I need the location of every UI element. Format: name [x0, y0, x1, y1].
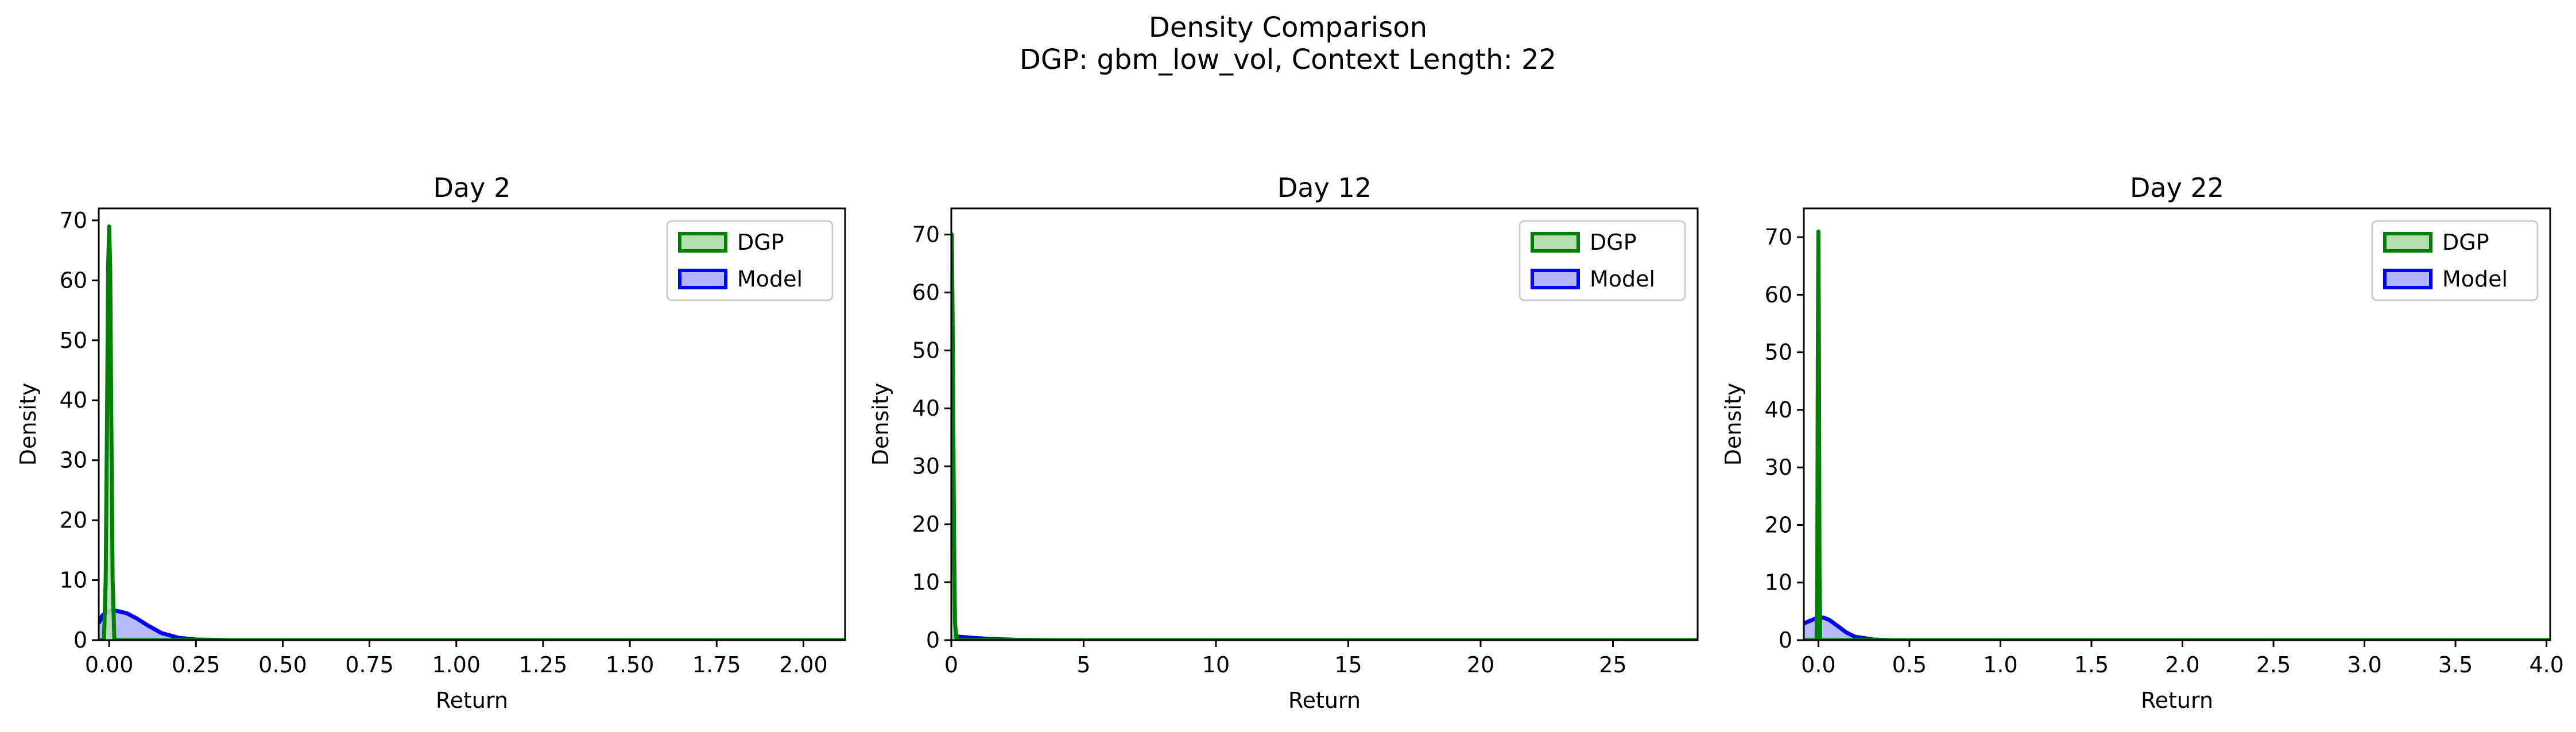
y-tick-label-3: 10 [1765, 570, 1792, 595]
x-tick-label-1: 1.00 [432, 652, 481, 677]
y-tick-label-2: 20 [912, 512, 940, 537]
axes-frame-1 [98, 207, 846, 641]
y-tick-label-2: 0 [926, 628, 940, 653]
model-density-line-3 [1804, 615, 2550, 640]
subplot-title-3: Day 22 [2130, 172, 2224, 203]
y-tick-label-2: 30 [912, 454, 940, 479]
x-tick-label-1: 0.25 [172, 652, 220, 677]
y-tick-label-1: 20 [60, 508, 87, 533]
y-axis-label-2: Density [868, 383, 893, 466]
dgp-legend-label-1: DGP [737, 230, 784, 255]
dgp-legend-label-2: DGP [1590, 230, 1637, 255]
model-legend-label-2: Model [1590, 266, 1655, 292]
y-tick-label-3: 50 [1765, 340, 1792, 365]
x-tick-label-2: 5 [1076, 652, 1090, 677]
x-tick-label-2: 15 [1334, 652, 1362, 677]
x-tick-label-3: 1.0 [1983, 652, 2017, 677]
figure-subtitle: DGP: gbm_low_vol, Context Length: 22 [1019, 44, 1557, 76]
dgp-legend-label-3: DGP [2442, 230, 2489, 255]
y-tick-label-3: 40 [1765, 397, 1792, 423]
y-tick-label-2: 40 [912, 396, 940, 421]
model-density-fill-3 [1804, 617, 2550, 640]
x-tick-label-1: 0.50 [258, 652, 307, 677]
x-tick-label-2: 10 [1202, 652, 1230, 677]
y-tick-label-1: 30 [60, 448, 87, 473]
x-tick-label-3: 1.5 [2074, 652, 2109, 677]
dgp-legend-swatch-1 [678, 232, 727, 253]
x-tick-label-1: 1.25 [519, 652, 568, 677]
y-tick-label-2: 70 [912, 222, 940, 247]
y-tick-label-3: 30 [1765, 455, 1792, 480]
y-tick-label-1: 0 [73, 628, 87, 653]
y-axis-label-3: Density [1721, 383, 1746, 466]
y-tick-label-2: 60 [912, 280, 940, 305]
model-density-line-1 [99, 609, 845, 640]
x-tick-label-2: 20 [1467, 652, 1494, 677]
y-tick-label-3: 70 [1765, 224, 1792, 250]
model-density-fill-1 [99, 610, 845, 640]
x-tick-label-2: 0 [944, 652, 958, 677]
x-tick-label-1: 1.50 [606, 652, 654, 677]
y-tick-label-1: 10 [60, 568, 87, 593]
subplot-title-2: Day 12 [1277, 172, 1372, 203]
model-legend-swatch-2 [1531, 269, 1580, 289]
y-tick-label-1: 40 [60, 388, 87, 413]
x-tick-label-3: 0.0 [1801, 652, 1835, 677]
x-tick-label-3: 3.0 [2347, 652, 2381, 677]
y-tick-label-1: 70 [60, 208, 87, 233]
model-legend-swatch-1 [678, 269, 727, 289]
y-tick-label-3: 20 [1765, 512, 1792, 537]
x-axis-label-1: Return [436, 688, 508, 713]
x-tick-label-1: 0.00 [85, 652, 134, 677]
y-tick-label-3: 60 [1765, 282, 1792, 307]
dgp-legend-swatch-3 [2383, 232, 2432, 253]
x-tick-label-1: 0.75 [345, 652, 394, 677]
y-tick-label-1: 50 [60, 328, 87, 353]
y-tick-label-3: 0 [1779, 628, 1792, 653]
x-tick-label-3: 2.0 [2165, 652, 2199, 677]
y-tick-label-2: 10 [912, 570, 940, 595]
subplot-title-1: Day 2 [433, 172, 511, 203]
dgp-density-line-1 [99, 224, 845, 640]
y-axis-label-1: Density [16, 383, 41, 466]
axes-frame-2 [950, 207, 1699, 641]
x-tick-label-3: 2.5 [2256, 652, 2291, 677]
y-tick-label-1: 60 [60, 268, 87, 293]
x-tick-label-3: 0.5 [1892, 652, 1927, 677]
x-tick-label-3: 3.5 [2438, 652, 2473, 677]
dgp-density-line-3 [1804, 229, 2550, 640]
model-legend-swatch-3 [2383, 269, 2432, 289]
dgp-legend-swatch-2 [1531, 232, 1580, 253]
x-axis-label-2: Return [1288, 688, 1361, 713]
x-tick-label-2: 25 [1599, 652, 1626, 677]
y-tick-label-2: 50 [912, 338, 940, 363]
x-tick-label-1: 2.00 [779, 652, 828, 677]
figure-title: Density Comparison [1148, 11, 1428, 44]
x-tick-label-1: 1.75 [692, 652, 741, 677]
model-legend-label-3: Model [2442, 266, 2508, 292]
axes-frame-3 [1803, 207, 2551, 641]
model-legend-label-1: Model [737, 266, 803, 292]
x-axis-label-3: Return [2141, 688, 2213, 713]
x-tick-label-3: 4.0 [2529, 652, 2563, 677]
